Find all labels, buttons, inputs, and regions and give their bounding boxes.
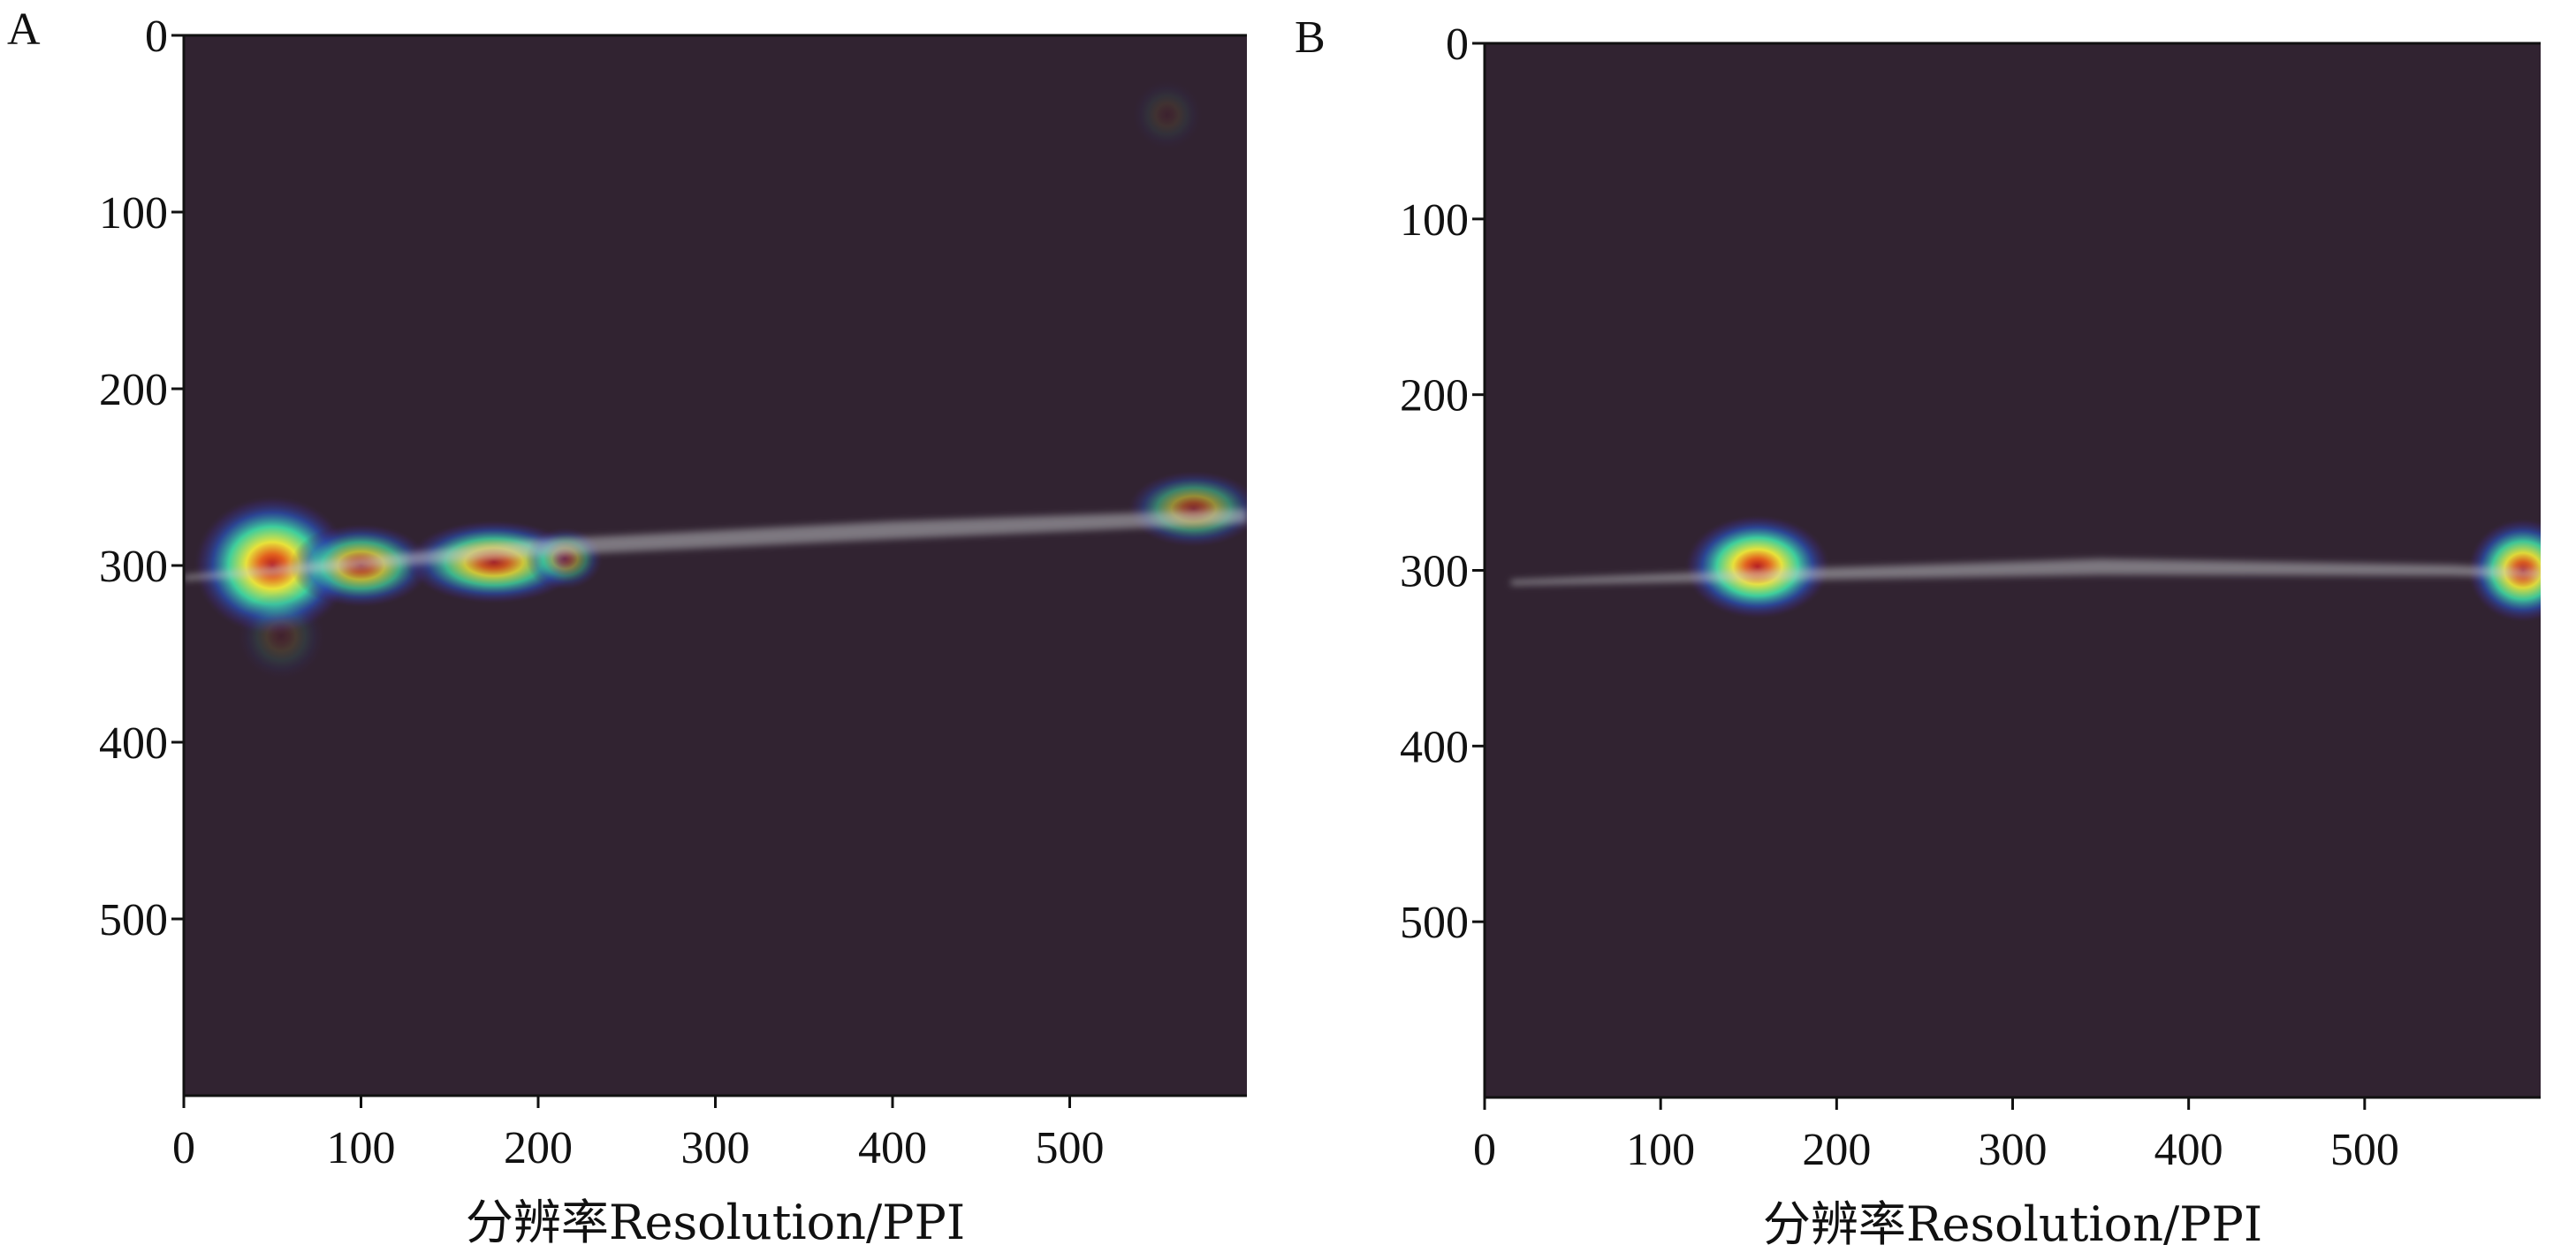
- x-axis-title: 分辨率Resolution/PPI: [1763, 1196, 2262, 1252]
- y-tick-label-500: 500: [1400, 898, 1469, 948]
- x-tick-label-400: 400: [858, 1123, 927, 1173]
- x-tick-label-300: 300: [1979, 1125, 2048, 1175]
- y-tick-label-300: 300: [99, 542, 168, 592]
- panel-letter: A: [7, 4, 41, 55]
- scan-trace: [184, 509, 1247, 581]
- x-tick-label-500: 500: [1036, 1123, 1105, 1173]
- heatmap-panel-a: 0 100 200 300 400 500 0 100 200 300 400 500 分辨率Resol…: [7, 4, 1247, 1250]
- y-tick-label-500: 500: [99, 895, 168, 945]
- heatmap-panel-b: 0 100 200 300 400 500 0 100 200 300 400 500 分辨率Resol…: [1295, 12, 2541, 1252]
- x-tick-label-0: 0: [1473, 1125, 1496, 1175]
- heat-hotspot-7: [1131, 80, 1203, 150]
- x-tick-label-100: 100: [327, 1123, 396, 1173]
- x-tick-label-200: 200: [1802, 1125, 1871, 1175]
- heat-hotspot-1: [193, 495, 353, 636]
- y-tick-label-0: 0: [1446, 19, 1469, 70]
- x-tick-label-400: 400: [2154, 1125, 2223, 1175]
- x-axis-title: 分辨率Resolution/PPI: [466, 1195, 965, 1250]
- y-tick-label-100: 100: [1400, 195, 1469, 246]
- x-tick-label-100: 100: [1626, 1125, 1695, 1175]
- y-tick-label-0: 0: [145, 11, 168, 62]
- panel-letter: B: [1295, 12, 1326, 63]
- y-tick-label-400: 400: [99, 718, 168, 769]
- x-tick-label-300: 300: [681, 1123, 750, 1173]
- y-tick-label-200: 200: [99, 365, 168, 415]
- x-tick-label-500: 500: [2330, 1125, 2399, 1175]
- x-tick-label-0: 0: [172, 1123, 195, 1173]
- heat-hotspot-5: [237, 592, 326, 680]
- y-tick-label-100: 100: [99, 188, 168, 239]
- heat-hotspot-6: [1126, 470, 1247, 548]
- heat-hotspot-1: [1683, 513, 1832, 620]
- scan-trace: [1510, 558, 2541, 586]
- y-tick-label-200: 200: [1400, 371, 1469, 421]
- y-tick-label-300: 300: [1400, 547, 1469, 597]
- heat-hotspot-4: [525, 527, 604, 590]
- x-tick-label-200: 200: [504, 1123, 573, 1173]
- y-tick-label-400: 400: [1400, 722, 1469, 772]
